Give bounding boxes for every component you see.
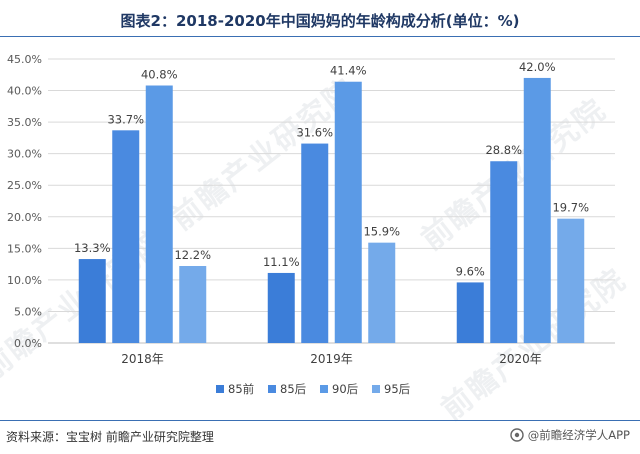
y-tick-label: 5.0% <box>14 305 42 318</box>
data-label: 33.7% <box>107 112 144 126</box>
data-label: 42.0% <box>519 60 556 74</box>
y-tick-label: 45.0% <box>7 53 42 66</box>
bar <box>78 259 106 343</box>
source-note: 资料来源：宝宝树 前瞻产业研究院整理 <box>6 430 214 444</box>
legend-swatch <box>372 385 380 393</box>
footer-rule <box>0 420 640 421</box>
data-label: 41.4% <box>330 64 367 78</box>
y-tick-label: 30.0% <box>7 148 42 161</box>
x-tick-label: 2020年 <box>499 352 542 366</box>
bar <box>523 77 551 343</box>
data-label: 12.2% <box>174 248 211 262</box>
data-label: 15.9% <box>363 225 400 239</box>
bar <box>112 130 140 343</box>
legend-label: 85前 <box>228 382 254 396</box>
legend-label: 90后 <box>332 382 358 396</box>
data-label: 13.3% <box>74 241 111 255</box>
x-tick-label: 2019年 <box>310 352 353 366</box>
y-tick-label: 25.0% <box>7 179 42 192</box>
data-label: 19.7% <box>552 201 589 215</box>
bar <box>456 282 484 343</box>
legend-label: 85后 <box>280 382 306 396</box>
bar-chart: 0.0% 5.0% 10.0% 15.0% 20.0% 25.0% 30.0% 35.0% 40… <box>7 53 615 396</box>
legend-swatch <box>320 385 328 393</box>
brand-mark: @前瞻经济学人APP <box>510 427 630 443</box>
data-label: 28.8% <box>485 143 522 157</box>
y-tick-label: 15.0% <box>7 242 42 255</box>
title-rule <box>0 36 640 37</box>
y-tick-label: 35.0% <box>7 116 42 129</box>
y-tick-label: 20.0% <box>7 211 42 224</box>
bar <box>267 272 295 343</box>
bar <box>179 266 207 343</box>
data-label: 11.1% <box>263 255 300 269</box>
data-label: 9.6% <box>456 264 485 278</box>
legend-label: 95后 <box>384 382 410 396</box>
bar <box>334 81 362 343</box>
y-tick-label: 0.0% <box>14 337 42 350</box>
bar <box>557 218 585 343</box>
x-tick-label: 2018年 <box>121 352 164 366</box>
data-label: 40.8% <box>141 68 178 82</box>
data-label: 31.6% <box>296 126 333 140</box>
brand-logo-icon <box>510 428 524 442</box>
bar <box>301 143 329 343</box>
bar <box>490 161 518 343</box>
brand-text: @前瞻经济学人APP <box>527 428 630 442</box>
legend-swatch <box>268 385 276 393</box>
chart-title: 图表2：2018-2020年中国妈妈的年龄构成分析(单位：%) <box>120 12 520 30</box>
y-tick-label: 40.0% <box>7 85 42 98</box>
y-tick-label: 10.0% <box>7 274 42 287</box>
bar <box>368 242 396 343</box>
bar <box>145 85 173 344</box>
legend-swatch <box>216 385 224 393</box>
